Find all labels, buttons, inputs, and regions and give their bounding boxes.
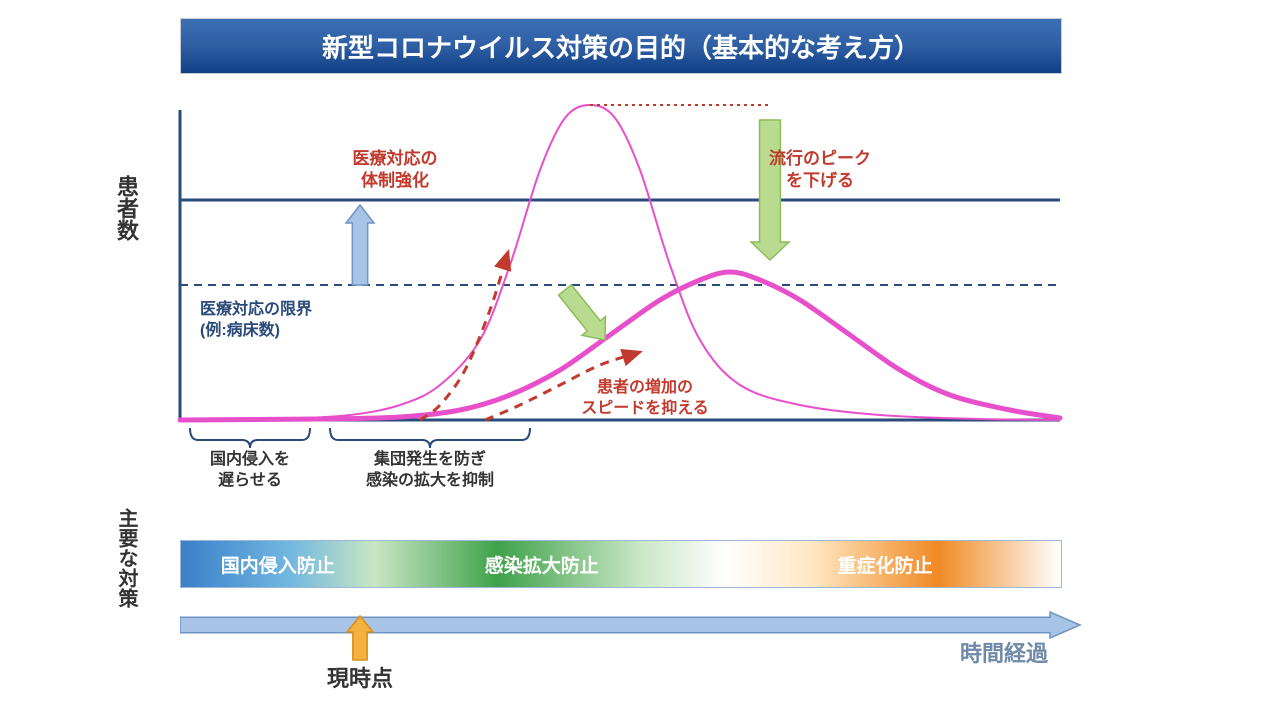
current-time-label: 現時点	[310, 665, 410, 694]
phase-segment: 感染拡大防止	[375, 551, 709, 578]
time-axis-label: 時間経過	[960, 640, 1048, 669]
phase-segment: 国内侵入防止	[181, 551, 375, 578]
brace-label-delay-entry: 国内侵入を 遅らせる	[170, 450, 330, 492]
lower-peak-annotation: 流行のピーク を下げる	[740, 148, 900, 192]
phase-bar: 国内侵入防止感染拡大防止重症化防止	[180, 540, 1062, 588]
brace-label-prevent-clusters: 集団発生を防ぎ 感染の拡大を抑制	[350, 450, 510, 492]
strengthen-capacity-annotation: 医療対応の 体制強化	[315, 148, 475, 192]
phase-segment: 重症化防止	[709, 551, 1061, 578]
capacity-limit-label: 医療対応の限界 (例:病床数)	[200, 300, 312, 342]
current-time-marker-icon	[330, 611, 390, 671]
time-axis-arrow	[180, 607, 1120, 643]
measures-label: 主要な対策	[112, 508, 141, 608]
slow-spread-annotation: 患者の増加の スピードを抑える	[565, 378, 725, 420]
